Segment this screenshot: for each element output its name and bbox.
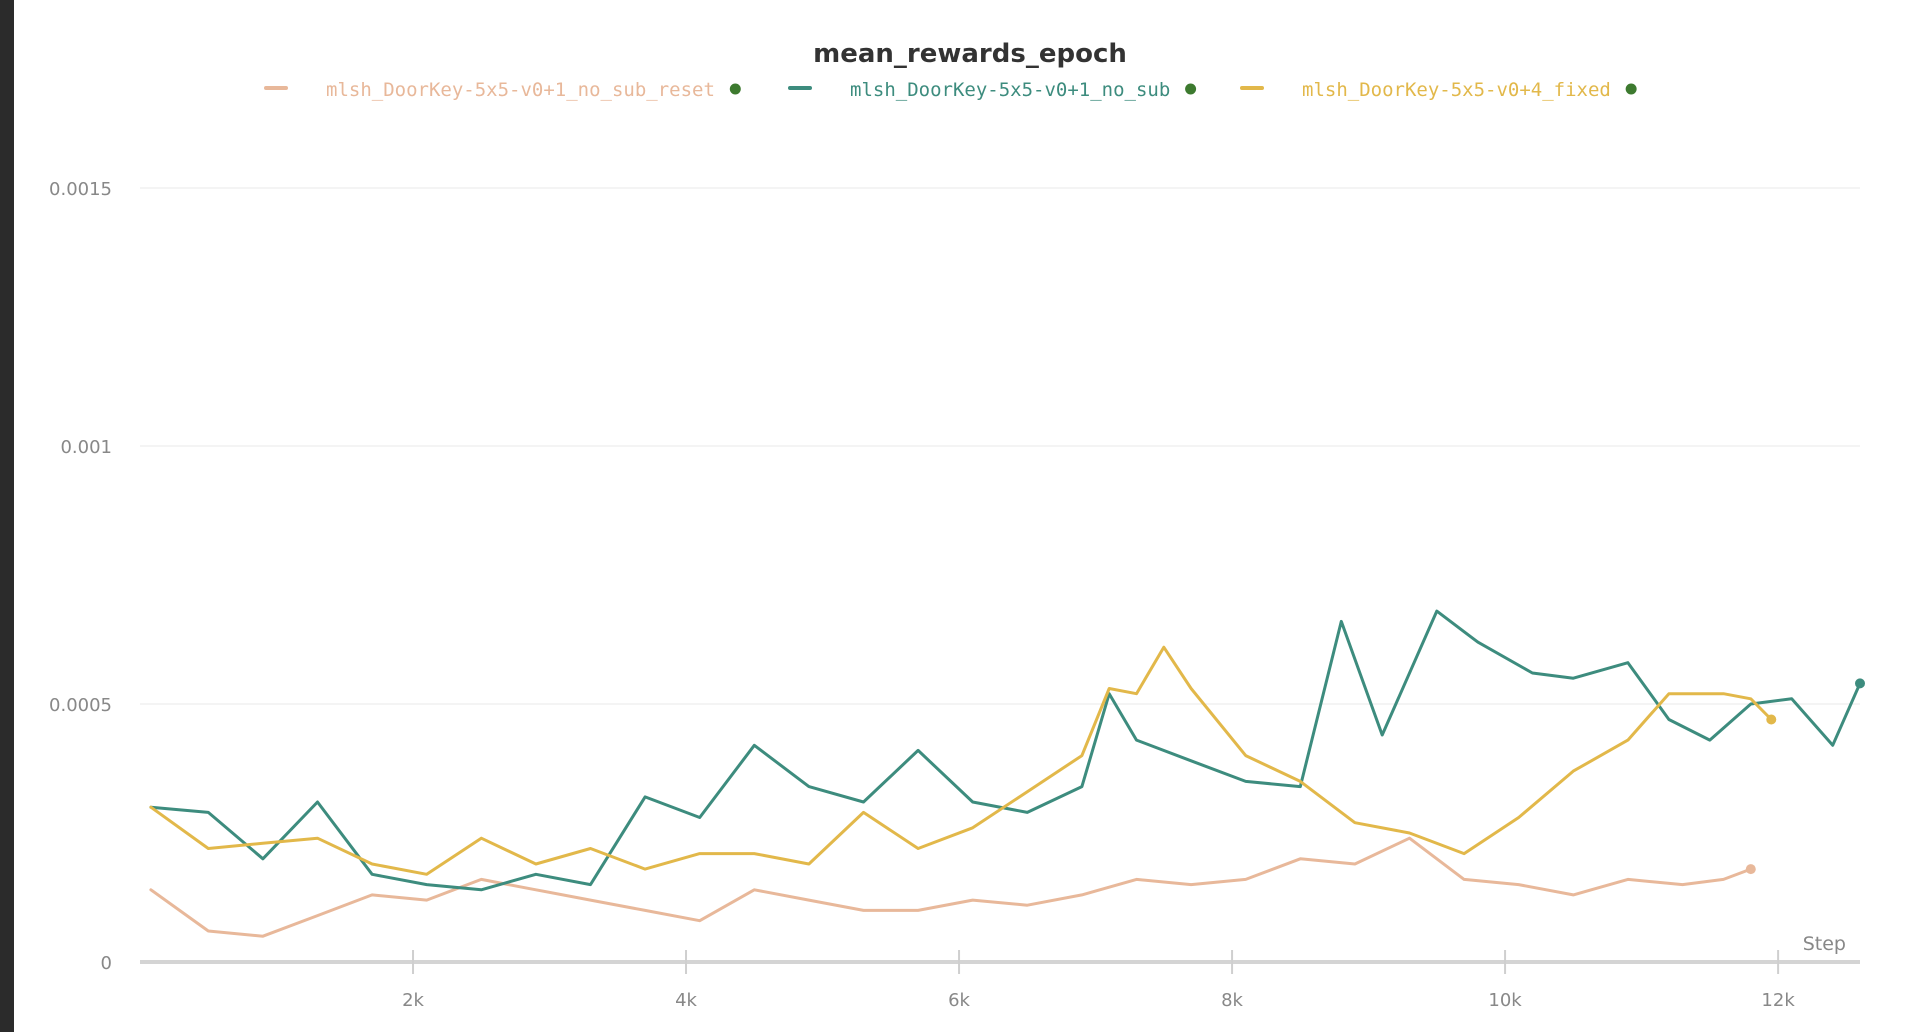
y-tick-label: 0.001: [60, 437, 112, 458]
x-tick-label: 8k: [1221, 990, 1243, 1011]
window-edge: [0, 0, 14, 1032]
legend-status-dot: [1625, 83, 1637, 95]
y-tick-label: 0.0015: [49, 179, 112, 200]
x-tick-label: 6k: [948, 990, 970, 1011]
chart-title: mean_rewards_epoch: [813, 39, 1127, 69]
series-end-point: [1745, 864, 1756, 875]
x-axis-label: Step: [1803, 933, 1846, 955]
axes: 0 0.0005 0.001 0.0015 2k 4k 6k 8k 10k 12k: [49, 179, 1860, 1011]
x-tick-label: 10k: [1488, 990, 1522, 1011]
series-line-1: [149, 836, 1753, 938]
y-tick-label: 0: [101, 953, 112, 974]
series-line-2: [149, 609, 1862, 892]
legend-label: mlsh_DoorKey-5x5-v0+1_no_sub_reset: [326, 79, 715, 101]
legend-status-dot: [729, 83, 741, 95]
legend-status-dot: [1185, 83, 1197, 95]
x-tick-label: 4k: [675, 990, 697, 1011]
series-layer: [149, 609, 1865, 938]
chart-legend: mlsh_DoorKey-5x5-v0+1_no_sub_reset mlsh_D…: [264, 79, 1637, 101]
legend-label: mlsh_DoorKey-5x5-v0+1_no_sub: [850, 79, 1170, 101]
series-end-point: [1766, 714, 1777, 725]
x-tick-label: 12k: [1761, 990, 1795, 1011]
series-line-3: [149, 645, 1773, 876]
y-tick-label: 0.0005: [49, 695, 112, 716]
legend-label: mlsh_DoorKey-5x5-v0+4_fixed: [1302, 79, 1611, 101]
x-tick-label: 2k: [402, 990, 424, 1011]
series-end-point: [1855, 678, 1865, 689]
grid: [140, 187, 1860, 705]
